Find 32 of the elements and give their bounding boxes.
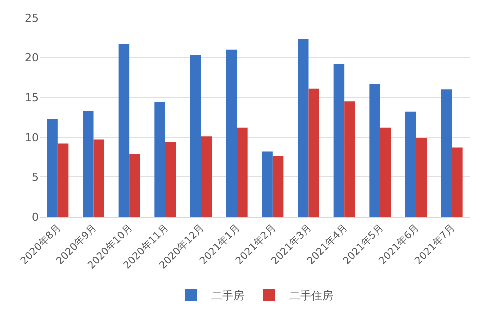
bar: [94, 140, 104, 217]
bar: [452, 148, 463, 217]
bar: [165, 142, 176, 217]
bar: [272, 156, 284, 217]
bar: [190, 55, 202, 217]
bar: [154, 102, 166, 217]
bar: [226, 50, 238, 217]
bar: [416, 138, 427, 217]
bar: [406, 112, 416, 217]
bar: [334, 64, 345, 217]
bar: [308, 88, 320, 217]
bar: [298, 39, 309, 217]
y-tick-label: 0: [32, 210, 39, 224]
bar: [130, 154, 140, 217]
bar: [58, 144, 69, 217]
y-tick-label: 10: [25, 131, 39, 144]
y-tick-label: 25: [25, 12, 39, 25]
bar: [380, 128, 392, 217]
y-tick-label: 5: [32, 171, 39, 184]
bar: [344, 102, 356, 217]
bar: [370, 84, 380, 217]
bar: [83, 111, 94, 217]
bar: [262, 152, 273, 217]
bar: [118, 44, 130, 217]
y-tick-label: 20: [25, 52, 39, 65]
bar: [201, 136, 212, 217]
legend-label: 二手住房: [290, 289, 334, 302]
bar: [237, 128, 248, 217]
bar: [441, 90, 452, 217]
y-tick-label: 15: [25, 91, 39, 104]
bar: [47, 119, 58, 217]
legend-label: 二手房: [212, 289, 244, 302]
